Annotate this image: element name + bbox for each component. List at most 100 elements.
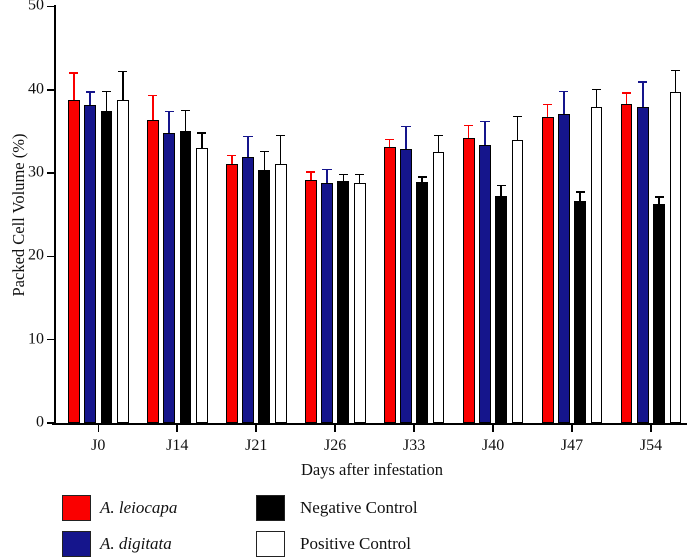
error-bar-cap bbox=[559, 90, 569, 93]
y-axis-tick bbox=[47, 88, 55, 91]
error-bar-cap bbox=[180, 109, 190, 112]
bar bbox=[383, 147, 396, 423]
bar bbox=[462, 138, 475, 423]
bar bbox=[511, 139, 524, 423]
y-axis-tick bbox=[47, 338, 55, 341]
error-bar-cap bbox=[621, 92, 632, 94]
error-bar bbox=[152, 94, 154, 120]
error-bar-cap bbox=[417, 176, 427, 178]
error-bar-cap bbox=[496, 184, 506, 187]
y-tick-label: 40 bbox=[28, 80, 44, 98]
bar bbox=[274, 163, 287, 423]
bar bbox=[574, 200, 587, 423]
x-axis-tick bbox=[413, 424, 415, 432]
error-bar bbox=[247, 135, 249, 158]
error-bar bbox=[516, 115, 519, 140]
bar bbox=[84, 104, 97, 423]
error-bar-cap bbox=[243, 135, 253, 138]
bar bbox=[353, 183, 366, 423]
error-bar-cap bbox=[355, 173, 365, 176]
bar bbox=[67, 99, 80, 423]
error-bar bbox=[168, 110, 170, 134]
bar bbox=[195, 148, 208, 423]
error-bar bbox=[421, 176, 424, 183]
y-tick-label: 50 bbox=[28, 0, 44, 15]
error-bar-cap bbox=[197, 132, 207, 134]
y-tick-label: 0 bbox=[36, 413, 44, 431]
error-bar-cap bbox=[276, 134, 286, 137]
bar bbox=[337, 181, 350, 423]
y-axis-tick bbox=[47, 5, 55, 8]
error-bar-cap bbox=[670, 69, 681, 72]
error-bar bbox=[342, 173, 345, 182]
x-tick-label: J33 bbox=[403, 437, 426, 454]
legend-label: A. leiocapa bbox=[100, 498, 178, 517]
error-bar-cap bbox=[575, 191, 585, 193]
legend-label: A. digitata bbox=[100, 534, 172, 553]
x-tick-label: J54 bbox=[639, 437, 663, 454]
x-axis-tick bbox=[255, 424, 257, 432]
error-bar-cap bbox=[512, 115, 523, 118]
error-bar bbox=[500, 184, 503, 196]
bar bbox=[432, 152, 445, 423]
error-bar bbox=[563, 90, 565, 114]
error-bar-cap bbox=[259, 150, 269, 153]
error-bar-cap bbox=[69, 72, 79, 74]
legend-label: Positive Control bbox=[300, 534, 411, 553]
bar bbox=[225, 163, 238, 423]
error-bar bbox=[184, 109, 187, 131]
error-bar-cap bbox=[464, 124, 474, 127]
y-axis-tick bbox=[47, 172, 55, 174]
error-bar bbox=[200, 132, 203, 149]
bar bbox=[116, 99, 129, 423]
error-bar-cap bbox=[401, 125, 411, 128]
y-tick-label: 10 bbox=[28, 330, 44, 348]
legend-swatch bbox=[62, 531, 91, 557]
x-tick-label: J14 bbox=[166, 437, 189, 454]
x-axis-tick bbox=[176, 424, 179, 432]
x-tick-label: J26 bbox=[324, 437, 347, 454]
error-bar-cap bbox=[322, 168, 332, 171]
error-bar bbox=[437, 134, 440, 153]
error-bar bbox=[279, 134, 282, 164]
error-bar-cap bbox=[385, 138, 395, 141]
bar bbox=[163, 133, 175, 423]
error-bar-cap bbox=[85, 91, 95, 93]
y-tick-label: 20 bbox=[28, 247, 44, 265]
error-bar-cap bbox=[148, 94, 158, 97]
y-axis-tick bbox=[47, 422, 55, 424]
bar bbox=[146, 119, 159, 423]
error-bar bbox=[309, 171, 312, 180]
x-tick-label: J21 bbox=[245, 437, 268, 454]
error-bar bbox=[358, 173, 361, 184]
bar bbox=[321, 183, 333, 423]
bar bbox=[541, 117, 554, 423]
error-bar bbox=[658, 196, 660, 204]
error-bar bbox=[484, 120, 486, 145]
legend-swatch bbox=[256, 495, 285, 521]
error-bar bbox=[121, 70, 124, 100]
bar bbox=[495, 195, 508, 423]
error-bar bbox=[595, 88, 598, 108]
legend-swatch bbox=[256, 531, 285, 557]
error-bar-cap bbox=[164, 110, 174, 113]
error-bar bbox=[388, 138, 391, 148]
error-bar bbox=[73, 72, 75, 100]
bar bbox=[416, 182, 429, 423]
bar bbox=[304, 179, 317, 423]
y-tick-label: 30 bbox=[28, 163, 44, 181]
error-bar bbox=[579, 191, 581, 201]
y-axis-line bbox=[54, 5, 56, 425]
bar bbox=[400, 148, 412, 423]
error-bar bbox=[674, 69, 677, 93]
error-bar-cap bbox=[591, 88, 602, 91]
bar bbox=[179, 130, 192, 423]
bar bbox=[479, 144, 491, 423]
error-bar bbox=[405, 125, 407, 149]
bar bbox=[620, 103, 633, 423]
error-bar bbox=[326, 168, 328, 184]
x-axis-tick bbox=[334, 424, 336, 432]
bar bbox=[636, 107, 649, 423]
